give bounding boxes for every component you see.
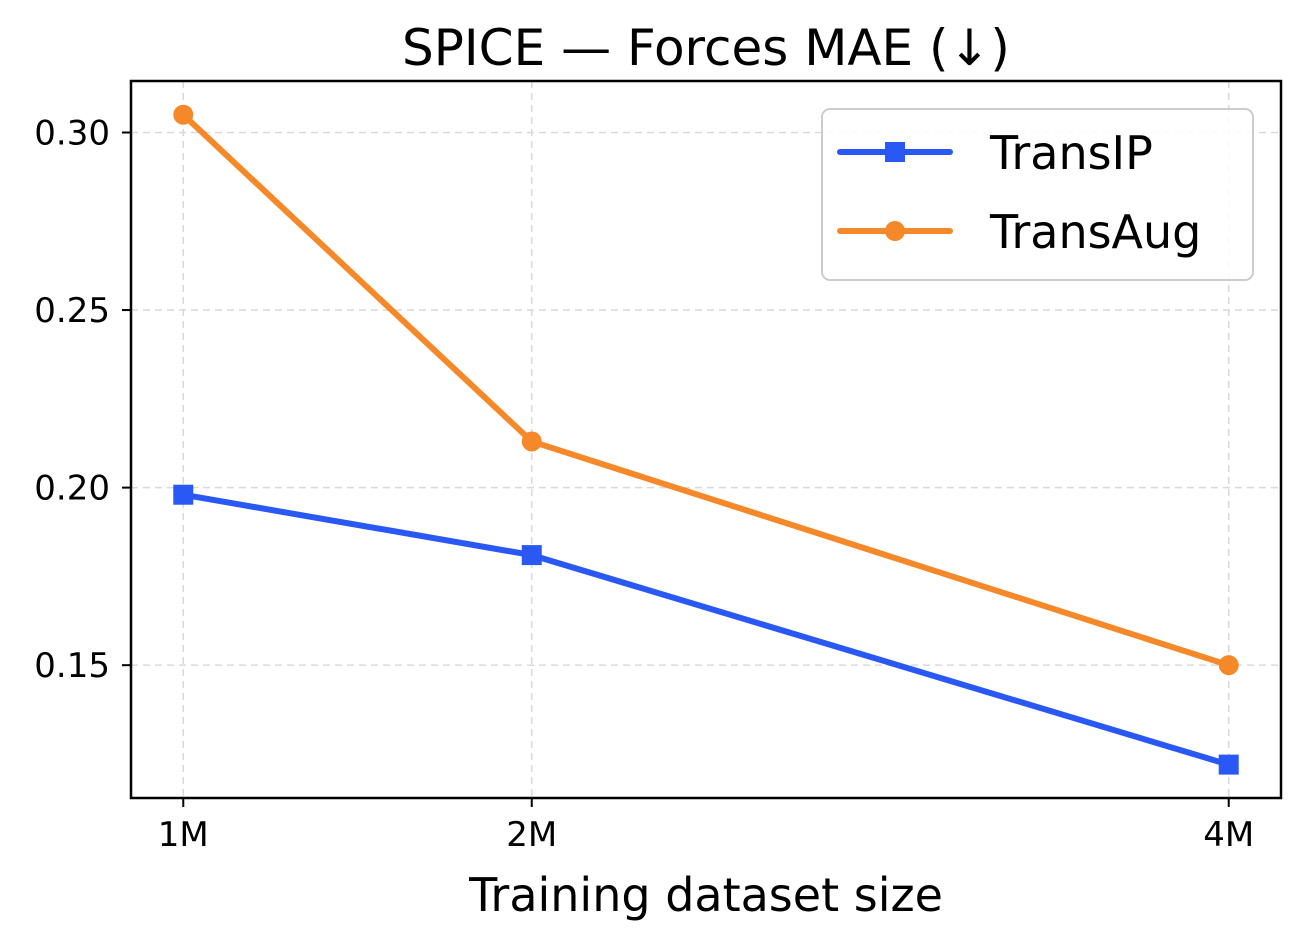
data-point-transip (521, 545, 542, 566)
plot-frame (129, 79, 1283, 800)
x-tick-label: 1M (158, 815, 209, 855)
x-axis-label: Training dataset size (468, 868, 943, 922)
x-tick-label: 2M (506, 815, 557, 855)
legend: TransIP TransAug (821, 108, 1254, 281)
legend-marker-transip (885, 142, 905, 162)
series-line-transip (180, 491, 1232, 768)
data-point-transip (173, 484, 194, 505)
data-point-transaug (521, 431, 542, 452)
legend-label-transaug: TransAug (989, 205, 1201, 259)
data-point-transaug (173, 104, 194, 125)
data-point-transip (1218, 754, 1239, 775)
legend-marker-transaug (885, 221, 905, 241)
ticks: 1M 2M 4M 0.15 0.20 0.25 0.30 (34, 113, 1254, 855)
x-tick-label: 4M (1203, 815, 1254, 855)
y-tick-label: 0.15 (34, 646, 110, 686)
y-tick-label: 0.30 (34, 113, 110, 153)
y-tick-label: 0.25 (34, 291, 110, 331)
y-tick-label: 0.20 (34, 469, 110, 509)
chart-title: SPICE — Forces MAE (↓) (402, 19, 1010, 77)
legend-label-transip: TransIP (989, 126, 1153, 180)
series-group (173, 104, 1239, 775)
data-point-transaug (1218, 655, 1239, 676)
